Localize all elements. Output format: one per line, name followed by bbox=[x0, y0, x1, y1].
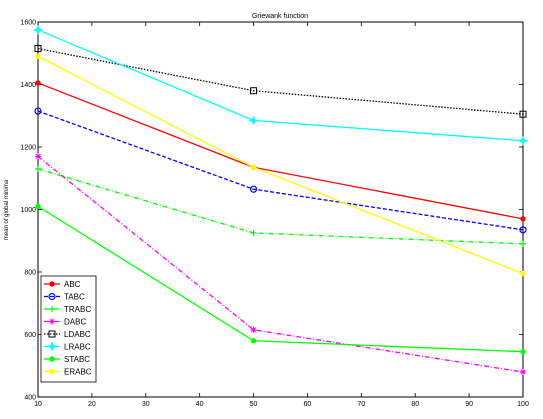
data-point-erabc-10 bbox=[35, 53, 41, 60]
x-tick-label: 50 bbox=[250, 401, 258, 408]
legend: ABC TABC TRABC DABC LDABC LRABC STABC ERABC bbox=[40, 275, 97, 383]
data-point-erabc-100 bbox=[520, 270, 526, 277]
legend-marker-trabc bbox=[49, 306, 55, 312]
legend-label-ldabc: LDABC bbox=[64, 330, 91, 339]
legend-label-tabc: TABC bbox=[64, 293, 85, 302]
x-axis-ticks: 10 20 30 40 50 60 70 80 90 100 bbox=[34, 22, 529, 408]
x-tick-label: 80 bbox=[411, 401, 419, 408]
data-point-trabc-50 bbox=[250, 229, 257, 236]
data-point-tabc-10 bbox=[34, 107, 42, 115]
x-tick-label: 10 bbox=[34, 401, 42, 408]
y-tick-label: 1600 bbox=[20, 20, 36, 27]
legend-marker-tabc bbox=[48, 292, 56, 301]
data-point-dabc-50 bbox=[250, 326, 257, 333]
legend-label-abc: ABC bbox=[64, 280, 81, 289]
data-point-stabc-50 bbox=[250, 338, 257, 344]
y-tick-label: 1200 bbox=[20, 145, 36, 152]
x-tick-label: 60 bbox=[304, 401, 312, 408]
data-point-dabc-100 bbox=[520, 369, 526, 375]
x-tick-label: 100 bbox=[517, 401, 529, 408]
data-point-lrabc-50 bbox=[248, 115, 259, 126]
legend-label-dabc: DABC bbox=[64, 318, 86, 327]
y-tick-label: 600 bbox=[24, 332, 36, 339]
x-tick-label: 90 bbox=[465, 401, 473, 408]
y-axis-ticks: 400 600 800 1000 1200 1400 1600 bbox=[20, 20, 523, 402]
legend-marker-stabc bbox=[49, 356, 55, 362]
legend-label-lrabc: LRABC bbox=[64, 343, 91, 352]
data-point-ldabc-10 bbox=[34, 45, 42, 53]
x-tick-label: 70 bbox=[357, 401, 365, 408]
y-tick-label: 400 bbox=[24, 395, 36, 402]
series-markers bbox=[32, 24, 529, 375]
data-point-ldabc-50 bbox=[250, 87, 258, 95]
data-point-tabc-50 bbox=[249, 185, 258, 193]
data-point-abc-10 bbox=[35, 80, 41, 86]
x-tick-label: 20 bbox=[88, 401, 96, 408]
x-tick-label: 40 bbox=[196, 401, 204, 408]
data-point-stabc-10 bbox=[35, 203, 41, 210]
y-tick-label: 1000 bbox=[20, 207, 36, 214]
legend-label-erabc: ERABC bbox=[64, 368, 92, 377]
y-tick-label: 1400 bbox=[20, 82, 36, 89]
chart-title: Griewank function bbox=[252, 13, 308, 20]
series-line-tabc bbox=[37, 110, 524, 231]
plot-area bbox=[37, 21, 524, 398]
data-point-abc-100 bbox=[520, 216, 526, 222]
data-point-stabc-100 bbox=[520, 348, 526, 355]
legend-marker-lrabc bbox=[46, 341, 58, 352]
data-point-tabc-100 bbox=[519, 226, 527, 234]
legend-marker-erabc bbox=[49, 368, 55, 375]
y-tick-label: 800 bbox=[24, 270, 36, 277]
data-point-ldabc-100 bbox=[519, 110, 527, 118]
data-point-trabc-10 bbox=[35, 165, 41, 172]
data-point-lrabc-100 bbox=[517, 135, 529, 146]
x-tick-label: 30 bbox=[142, 401, 150, 408]
series-line-dabc bbox=[37, 155, 524, 373]
series-line-ldabc bbox=[37, 47, 524, 115]
y-axis-label: mean of global minima bbox=[4, 179, 10, 240]
legend-label-trabc: TRABC bbox=[64, 305, 91, 314]
legend-marker-dabc bbox=[49, 318, 55, 325]
legend-marker-ldabc bbox=[48, 330, 56, 338]
legend-label-stabc: STABC bbox=[64, 355, 90, 364]
data-point-trabc-100 bbox=[520, 240, 526, 247]
data-point-erabc-50 bbox=[250, 164, 257, 171]
data-point-lrabc-10 bbox=[32, 24, 44, 35]
data-point-dabc-10 bbox=[35, 153, 41, 160]
legend-marker-abc bbox=[49, 281, 55, 287]
